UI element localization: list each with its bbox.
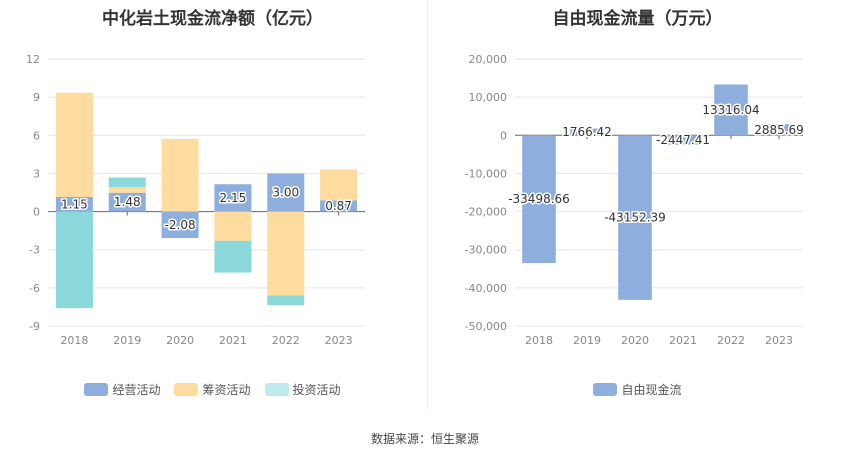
bar-经营活动-2020 xyxy=(161,211,199,239)
data-label: -2447.41 xyxy=(656,133,710,147)
y-tick-label: 6 xyxy=(33,129,40,142)
y-tick-label: -6 xyxy=(29,282,40,295)
chart-title: 中化岩土现金流净额（亿元） xyxy=(102,9,323,29)
legend-swatch-icon xyxy=(174,383,199,396)
data-label: 1.15 xyxy=(61,197,88,211)
y-tick-label: -9 xyxy=(29,320,40,333)
bar-筹资活动-2019 xyxy=(108,187,146,193)
bar-自由现金流-2018 xyxy=(522,135,556,264)
x-tick-label: 2022 xyxy=(717,334,745,347)
legend-item-free-cashflow[interactable]: 自由现金流 xyxy=(593,381,682,398)
bar-投资活动-2018 xyxy=(55,211,93,309)
bar-筹资活动-2018 xyxy=(55,92,93,197)
data-label: 1.48 xyxy=(114,195,141,209)
y-tick-label: 0 xyxy=(33,206,40,219)
data-label: 2885.69 xyxy=(754,123,804,137)
bar-自由现金流-2022 xyxy=(714,84,748,136)
x-tick-label: 2021 xyxy=(219,334,247,347)
data-label: -43152.39 xyxy=(604,211,666,225)
bar-投资活动-2021 xyxy=(214,240,252,273)
chart-title: 自由现金流量（万元） xyxy=(552,9,723,29)
y-tick-label: -10,000 xyxy=(465,167,507,180)
y-tick-label: 9 xyxy=(33,91,40,104)
legend-swatch-icon xyxy=(593,383,618,396)
free-cashflow-plot: 20,000 10,000 0 -10,000 -20,000 -30,000 -40,00… xyxy=(465,53,806,347)
bar-筹资活动-2022 xyxy=(267,211,305,296)
panel-divider xyxy=(427,0,428,410)
y-tick-label: -20,000 xyxy=(465,206,507,219)
legend-item-operating[interactable]: 经营活动 xyxy=(84,381,160,398)
legend-swatch-icon xyxy=(264,383,289,396)
x-tick-label: 2018 xyxy=(60,334,88,347)
data-label: 1766.42 xyxy=(562,125,612,139)
y-tick-label: 10,000 xyxy=(469,91,508,104)
y-tick-label: 3 xyxy=(33,167,40,180)
cashflow-net-plot: 12 9 6 3 0 -3 -6 -9 2018 2019 2020 2021 2022 2023 1.15… xyxy=(26,53,365,347)
bar-自由现金流-2019 xyxy=(570,128,604,136)
free-cashflow-chart: 自由现金流量（万元） 20,000 10,000 0 -10,000 -20,000 -3… xyxy=(425,0,850,410)
x-tick-label: 2018 xyxy=(525,334,553,347)
data-label: 3.00 xyxy=(272,186,299,200)
x-tick-label: 2021 xyxy=(669,334,697,347)
bar-自由现金流-2021 xyxy=(666,135,700,145)
data-label: 13316.04 xyxy=(702,103,759,117)
bar-筹资活动-2020 xyxy=(161,139,199,212)
y-tick-label: -3 xyxy=(29,244,40,257)
data-label: 0.87 xyxy=(325,199,352,213)
bar-筹资活动-2021 xyxy=(214,211,252,241)
bar-投资活动-2019 xyxy=(108,177,146,188)
legend: 自由现金流 xyxy=(425,381,850,398)
x-tick-label: 2020 xyxy=(621,334,649,347)
y-tick-label: -30,000 xyxy=(465,244,507,257)
data-label: -33498.66 xyxy=(508,192,570,206)
y-tick-label: -40,000 xyxy=(465,282,507,295)
legend-label: 筹资活动 xyxy=(202,383,251,397)
legend-item-investing[interactable]: 投资活动 xyxy=(264,381,341,398)
bar-投资活动-2022 xyxy=(267,295,305,306)
x-tick-label: 2023 xyxy=(765,334,793,347)
y-tick-label: -50,000 xyxy=(465,320,507,333)
legend-label: 自由现金流 xyxy=(621,383,682,397)
legend-label: 经营活动 xyxy=(112,383,161,397)
legend-item-financing[interactable]: 筹资活动 xyxy=(174,381,251,398)
bar-经营活动-2021 xyxy=(214,184,252,212)
bar-经营活动-2019 xyxy=(108,192,146,212)
data-source: 数据来源：恒生聚源 xyxy=(370,432,479,446)
y-tick-label: 0 xyxy=(500,129,507,142)
data-label: 2.15 xyxy=(220,191,247,205)
bar-经营活动-2022 xyxy=(267,173,305,212)
x-tick-label: 2022 xyxy=(272,334,300,347)
cashflow-net-chart: 中化岩土现金流净额（亿元） 12 9 6 3 0 -3 -6 -9 2018 2019 2020 20… xyxy=(0,0,425,410)
y-tick-label: 12 xyxy=(26,53,40,66)
x-tick-label: 2023 xyxy=(325,334,353,347)
x-tick-label: 2020 xyxy=(166,334,194,347)
bar-自由现金流-2023 xyxy=(762,124,796,136)
bar-经营活动-2023 xyxy=(320,200,358,212)
x-tick-label: 2019 xyxy=(113,334,141,347)
legend-label: 投资活动 xyxy=(292,383,341,397)
data-label: -2.08 xyxy=(165,218,196,232)
bar-自由现金流-2020 xyxy=(618,135,652,300)
bar-经营活动-2018 xyxy=(55,196,93,212)
x-tick-label: 2019 xyxy=(573,334,601,347)
y-tick-label: 20,000 xyxy=(469,53,508,66)
bar-筹资活动-2023 xyxy=(320,169,358,201)
legend-swatch-icon xyxy=(84,383,109,396)
legend: 经营活动 筹资活动 投资活动 xyxy=(0,381,425,398)
